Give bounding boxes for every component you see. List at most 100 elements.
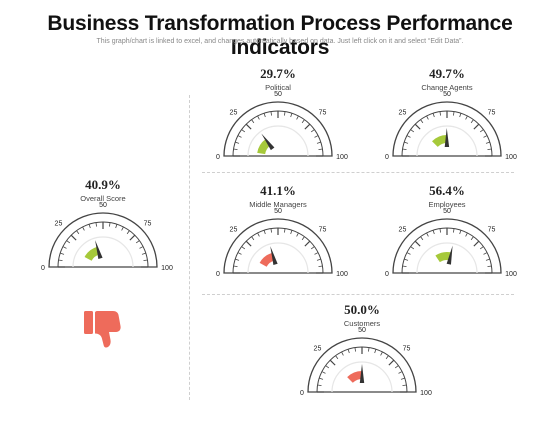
gauge-tick-label: 50 xyxy=(443,91,451,98)
gauge-minor-tick xyxy=(465,232,468,237)
gauge-minor-tick xyxy=(284,228,286,233)
gauge-minor-tick xyxy=(109,222,111,227)
gauge-minor-tick xyxy=(270,111,272,116)
gauge-label: Customers xyxy=(343,319,381,328)
gauge-outline xyxy=(392,218,502,274)
row-divider-1 xyxy=(202,172,514,173)
gauge-tick-label: 25 xyxy=(230,226,238,233)
gauge-minor-tick xyxy=(235,141,240,144)
gauge-minor-tick xyxy=(368,347,370,352)
gauge-minor-tick xyxy=(237,135,242,138)
gauge-minor-tick xyxy=(404,141,409,144)
gauge-tick-label: 75 xyxy=(488,226,496,233)
gauge-value: 50.0% xyxy=(344,302,380,317)
gauge-change-agents: 49.7% Change Agents 0 25 50 75 100 xyxy=(382,66,517,196)
gauge-minor-tick xyxy=(318,265,323,267)
gauge-major-tick xyxy=(329,359,336,366)
gauge-minor-tick xyxy=(341,351,344,356)
gauge-minor-tick xyxy=(66,240,71,244)
gauge-minor-tick xyxy=(406,135,411,138)
gauge-tick-label: 0 xyxy=(385,271,389,278)
gauge-minor-tick xyxy=(483,252,488,255)
gauge-tick-label: 25 xyxy=(230,109,238,116)
gauge-minor-tick xyxy=(60,252,65,255)
gauge-minor-tick xyxy=(126,230,130,235)
gauge-dial: 0 25 50 75 100 xyxy=(216,208,348,278)
gauge-tick-label: 0 xyxy=(41,265,45,272)
gauge-label: Change Agents xyxy=(421,83,473,92)
gauge-minor-tick xyxy=(310,129,315,133)
gauge-minor-tick xyxy=(439,228,441,233)
gauge-political: 29.7% Political 0 25 50 75 100 xyxy=(213,66,348,196)
gauge-minor-tick xyxy=(316,141,321,144)
gauge-dial: 0 25 50 75 100 xyxy=(41,202,173,272)
gauge-customers: 50.0% Customers 0 25 50 75 100 xyxy=(297,302,432,432)
gauge-tick-label: 100 xyxy=(420,390,432,397)
gauge-label: Employees xyxy=(428,200,466,209)
gauge-minor-tick xyxy=(318,148,323,150)
gauge-major-tick xyxy=(473,123,480,130)
gauge-minor-tick xyxy=(82,226,85,231)
gauge-major-tick xyxy=(304,123,311,130)
gauge-minor-tick xyxy=(263,113,266,118)
gauge-tick-label: 50 xyxy=(443,208,451,215)
gauge-middle-managers: 41.1% Middle Managers 0 25 50 75 100 xyxy=(213,183,348,313)
gauge-minor-tick xyxy=(402,265,407,267)
gauge-minor-tick xyxy=(233,148,238,150)
gauge-needle xyxy=(270,246,278,265)
gauge-minor-tick xyxy=(394,365,399,369)
gauge-track xyxy=(247,242,309,274)
gauge-track xyxy=(72,236,134,268)
gauge-tick-label: 0 xyxy=(300,390,304,397)
gauge-minor-tick xyxy=(335,355,339,360)
gauge-minor-tick xyxy=(290,230,293,235)
gauge-tick-label: 50 xyxy=(358,327,366,334)
gauge-tick-label: 25 xyxy=(55,220,63,227)
gauge-minor-tick xyxy=(354,347,356,352)
gauge-tick-label: 75 xyxy=(488,109,496,116)
gauge-minor-tick xyxy=(141,252,146,255)
vertical-divider xyxy=(189,95,190,400)
gauge-minor-tick xyxy=(316,258,321,261)
gauge-major-tick xyxy=(473,240,480,247)
gauge-minor-tick xyxy=(143,259,148,261)
gauge-value-band xyxy=(435,252,452,263)
gauge-outline xyxy=(392,101,502,157)
gauge-minor-tick xyxy=(290,113,293,118)
gauge-track xyxy=(331,361,393,393)
gauge-major-tick xyxy=(414,240,421,247)
gauge-minor-tick xyxy=(257,232,260,237)
gauge-needle xyxy=(446,245,453,265)
gauge-minor-tick xyxy=(410,129,415,133)
gauge-tick-label: 50 xyxy=(99,202,107,209)
gauge-dial: 0 25 50 75 100 xyxy=(385,208,517,278)
gauge-minor-tick xyxy=(400,377,405,380)
gauge-minor-tick xyxy=(479,246,484,250)
gauge-minor-tick xyxy=(241,246,246,250)
gauge-minor-tick xyxy=(296,232,299,237)
thumbs-down-icon xyxy=(84,311,121,348)
gauge-value-band xyxy=(84,246,100,261)
gauge-value: 29.7% xyxy=(260,66,296,81)
gauge-minor-tick xyxy=(479,129,484,133)
gauge-minor-tick xyxy=(233,265,238,267)
gauge-value: 56.4% xyxy=(429,183,465,198)
gauge-dial: 0 25 50 75 100 xyxy=(300,327,432,397)
gauge-minor-tick xyxy=(404,258,409,261)
gauge-major-tick xyxy=(245,123,252,130)
gauge-needle xyxy=(95,240,103,259)
gauge-minor-tick xyxy=(321,371,326,374)
gauge-minor-tick xyxy=(62,246,67,249)
gauge-minor-tick xyxy=(402,384,407,386)
gauge-tick-label: 50 xyxy=(274,91,282,98)
gauge-minor-tick xyxy=(121,226,124,231)
gauge-tick-label: 100 xyxy=(161,265,173,272)
gauge-minor-tick xyxy=(459,113,462,118)
gauge-minor-tick xyxy=(314,135,319,138)
gauge-minor-tick xyxy=(314,252,319,255)
gauge-minor-tick xyxy=(426,232,429,237)
gauge-minor-tick xyxy=(432,230,435,235)
gauge-minor-tick xyxy=(420,119,424,124)
gauge-minor-tick xyxy=(317,384,322,386)
gauge-minor-tick xyxy=(432,113,435,118)
